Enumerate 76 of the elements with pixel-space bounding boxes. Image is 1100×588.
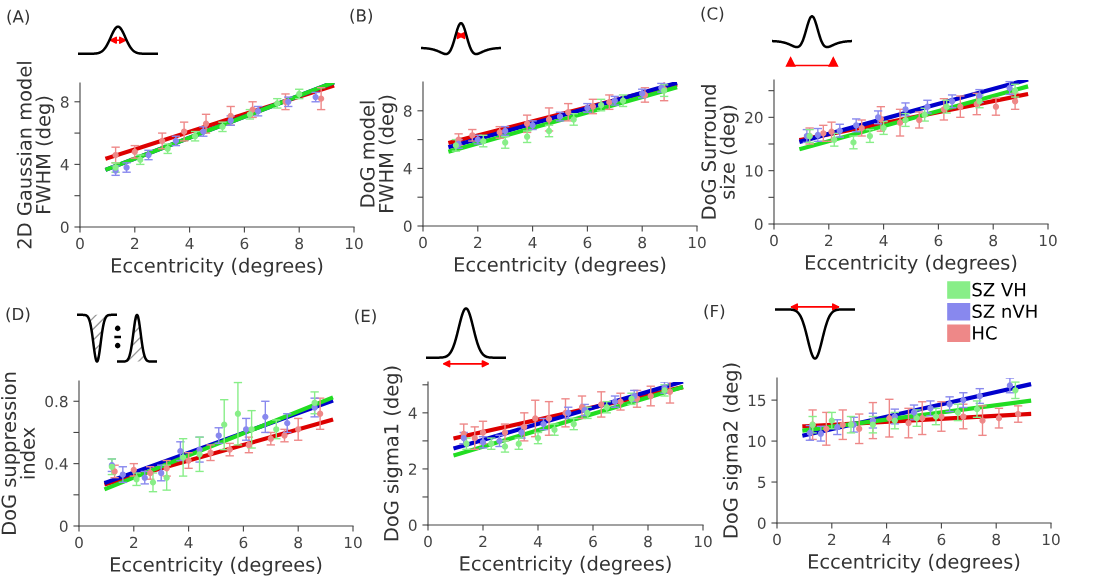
x-tick-label: 0 [75,536,83,549]
x-tick-label: 2 [828,533,836,546]
y-tick-label: 0.8 [45,395,68,408]
chart-title: (B) [350,8,373,24]
x-tick-label: 6 [240,237,249,250]
x-axis-title: Eccentricity (degrees) [455,256,666,276]
y-tick-label: 0 [757,517,766,530]
legend-label: SZ nVH [972,304,1037,319]
y-axis-title: DoG Surround size (deg) [700,85,739,219]
legend-label: HC [973,326,997,340]
y-axis-title: DoG model FWHM (deg) [359,95,398,212]
x-tick-label: 2 [825,234,833,247]
y-tick-label: 10 [745,165,763,177]
x-tick-label: 4 [882,533,891,546]
x-tick-label: 8 [644,535,652,548]
x-tick-label: 2 [130,536,138,549]
x-tick-label: 0 [773,533,781,546]
chart-title: (C) [701,6,724,22]
x-tick-label: 6 [937,533,946,546]
x-tick-label: 4 [533,535,542,548]
y-tick-label: 0 [403,220,412,233]
chart-title: (F) [704,304,725,320]
x-tick-label: 8 [295,237,304,250]
x-tick-label: 2 [131,237,139,250]
y-tick-label: 15 [748,394,766,407]
x-tick-label: 10 [694,535,712,548]
x-tick-label: 10 [1042,533,1060,546]
x-tick-label: 8 [989,234,998,247]
chart-title: (D) [6,307,30,323]
y-tick-label: 4 [60,159,69,171]
x-tick-label: 10 [344,536,362,549]
y-tick-label: 4 [403,163,412,175]
x-axis-title: Eccentricity (degrees) [112,257,323,277]
x-tick-label: 4 [185,237,194,250]
y-tick-label: 0 [59,520,68,533]
x-tick-label: 6 [239,536,248,549]
x-tick-label: 2 [479,535,487,548]
x-tick-label: 0 [770,234,778,247]
x-tick-label: 4 [528,236,537,249]
x-tick-label: 0 [76,237,84,250]
y-axis-title: DoG suppression index [1,372,35,534]
x-tick-label: 10 [688,236,706,249]
x-tick-label: 6 [589,535,597,548]
x-axis-title: Eccentricity (degrees) [809,553,1020,573]
y-tick-label: 5 [758,476,766,489]
x-tick-label: 0 [424,535,432,548]
y-tick-label: 10 [748,435,766,448]
x-axis-title: Eccentricity (degrees) [460,555,671,575]
y-tick-label: 8 [403,105,412,117]
x-tick-label: 10 [345,237,363,250]
y-tick-label: 8 [60,96,69,108]
y-tick-label: 0 [60,221,69,234]
y-axis-title: DoG sigma1 (deg) [383,366,403,541]
x-axis-title: Eccentricity (degrees) [806,254,1017,274]
x-tick-label: 8 [992,533,1001,546]
y-axis-title: DoG sigma2 (deg) [722,363,742,538]
y-tick-label: 4 [408,407,417,419]
y-tick-label: 20 [745,111,763,124]
x-tick-label: 4 [184,536,193,549]
y-tick-label: 0 [754,218,763,231]
y-tick-label: 0.4 [45,458,68,470]
y-tick-label: 0 [408,519,417,532]
x-tick-label: 10 [1039,234,1057,247]
x-tick-label: 8 [294,536,303,549]
y-tick-label: 2 [408,463,417,475]
x-tick-label: 4 [879,234,888,247]
chart-title: (E) [355,309,376,325]
x-tick-label: 6 [583,236,592,249]
x-tick-label: 8 [638,236,647,249]
legend-label: SZ VH [972,282,1026,297]
x-axis-title: Eccentricity (degrees) [111,556,322,576]
y-axis-title: 2D Gaussian model FWHM (deg) [16,62,55,249]
chart-title: (A) [7,9,29,25]
x-tick-label: 2 [474,236,482,249]
x-tick-label: 0 [419,236,427,249]
x-tick-label: 6 [934,234,943,247]
